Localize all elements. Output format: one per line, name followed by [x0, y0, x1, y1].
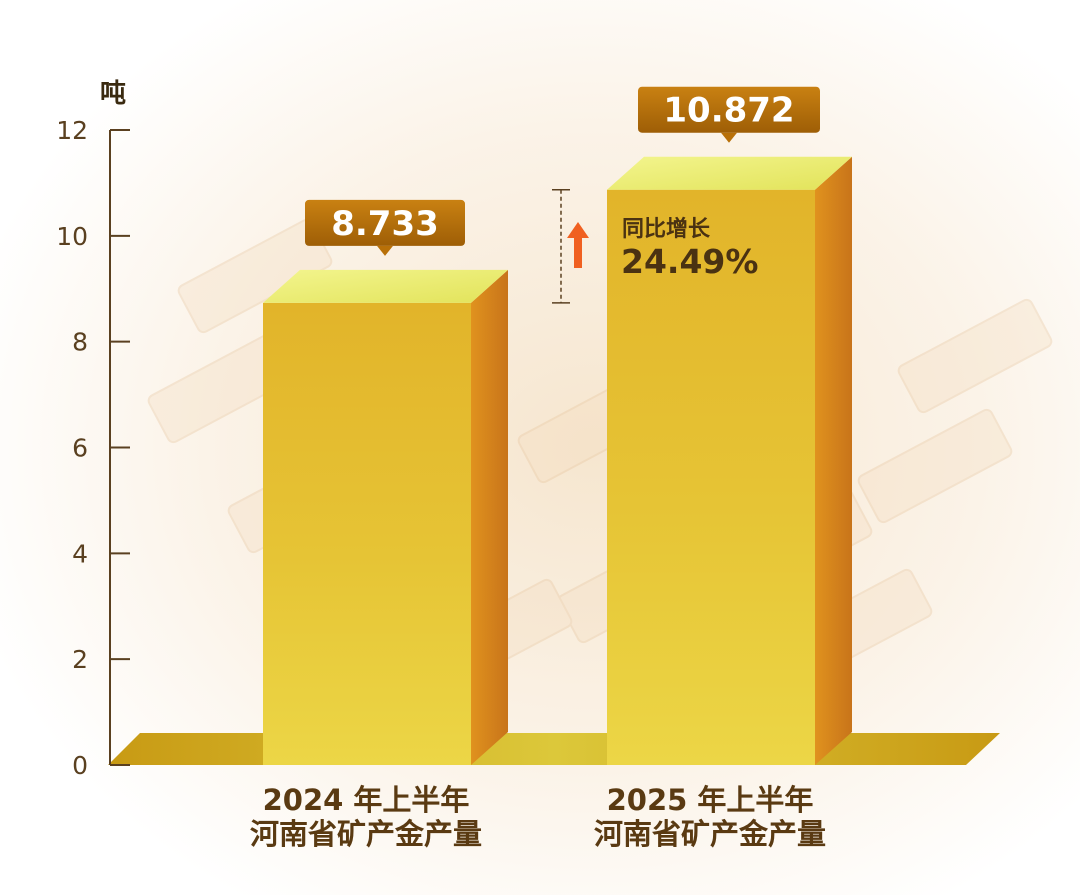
- callout-pointer: [377, 245, 393, 256]
- background-gold-bar-7: [857, 408, 1013, 524]
- category-label-2024: 2024 年上半年 河南省矿产金产量: [249, 783, 482, 851]
- chart-floor: [108, 733, 1000, 765]
- bars-layer: [263, 156, 852, 765]
- y-axis: 0 2 4 6 8 10 12: [56, 116, 130, 780]
- bar-side: [471, 269, 508, 765]
- y-tick-label-0: 0: [72, 751, 88, 780]
- bar-front: [607, 189, 815, 765]
- value-callouts: 8.733 10.872: [305, 86, 820, 256]
- y-tick-label-12: 12: [56, 116, 88, 145]
- bar-top: [263, 269, 508, 303]
- growth-annotation: 同比增长 24.49%: [552, 188, 758, 304]
- y-tick-label-4: 4: [72, 539, 88, 568]
- up-arrow-shape: [567, 222, 589, 268]
- bar-2: [607, 156, 852, 765]
- bar-1: [263, 269, 508, 765]
- value-label: 8.733: [331, 204, 439, 244]
- background-gold-bar-8: [897, 298, 1053, 414]
- up-arrow-icon: [567, 222, 589, 268]
- bar-top: [607, 156, 852, 190]
- y-tick-label-8: 8: [72, 328, 88, 357]
- callout-box: [638, 86, 820, 133]
- bar-front: [263, 302, 471, 765]
- callout-box: [305, 199, 465, 246]
- value-callout-1: 8.733: [305, 199, 465, 256]
- value-label: 10.872: [663, 91, 794, 131]
- growth-bracket: [552, 188, 570, 304]
- value-callout-2: 10.872: [638, 86, 820, 143]
- callout-pointer: [721, 132, 737, 143]
- category-label-2025: 2025 年上半年 河南省矿产金产量: [593, 783, 826, 851]
- y-tick-label-10: 10: [56, 222, 88, 251]
- y-tick-label-6: 6: [72, 434, 88, 463]
- growth-label: 同比增长: [622, 216, 711, 242]
- y-tick-label-2: 2: [72, 645, 88, 674]
- growth-value: 24.49%: [621, 242, 758, 281]
- y-axis-unit-label: 吨: [100, 79, 126, 109]
- bar-side: [815, 156, 852, 765]
